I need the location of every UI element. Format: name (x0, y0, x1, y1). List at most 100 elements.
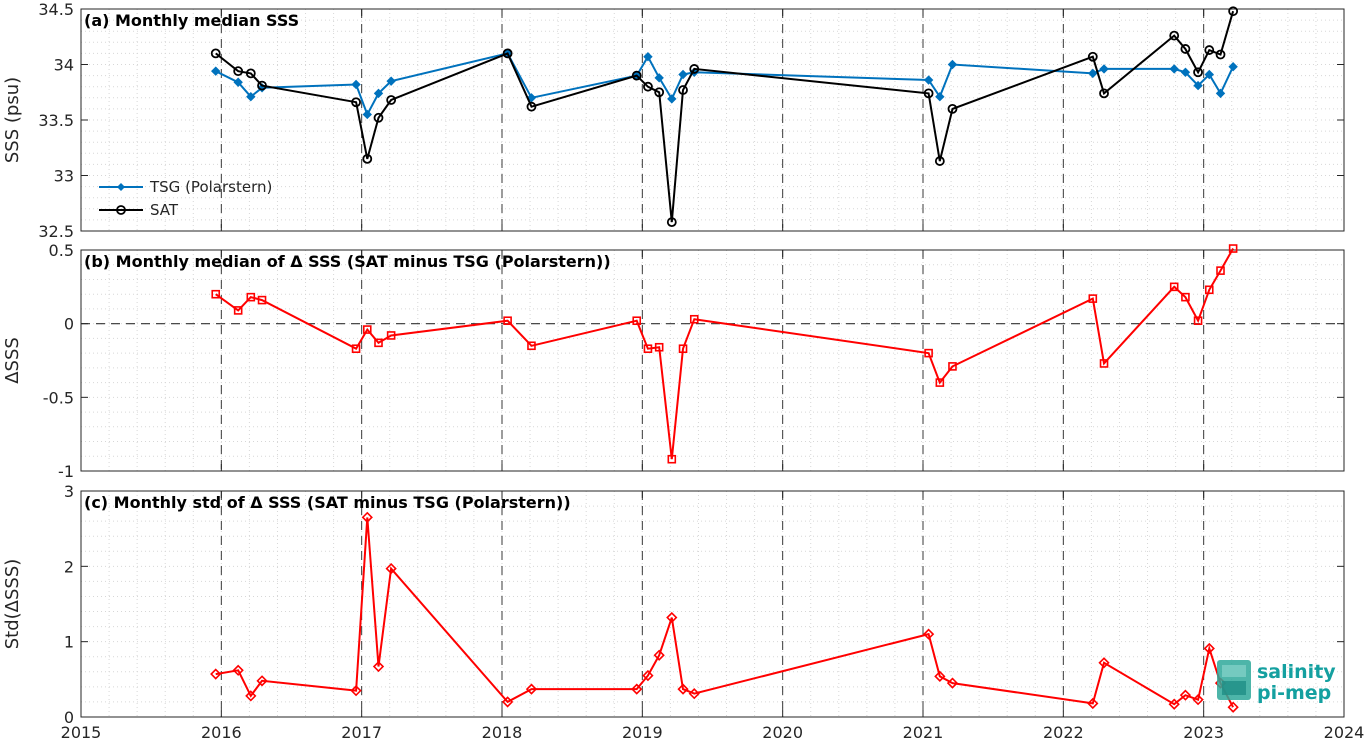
data-point-1-25 (1215, 49, 1226, 60)
panel-title: (b) Monthly median of Δ SSS (SAT minus T… (84, 252, 611, 271)
data-point-0-13 (667, 454, 677, 464)
data-point-0-16 (924, 348, 933, 358)
data-point-1-23 (1193, 67, 1203, 78)
panel-b-delta-sss-median: -1 -0.5 0 0.5 ΔSSS (b) Monthly median of Δ SS… (2, 241, 1345, 481)
y-tick-label-1: 1 (64, 633, 74, 652)
salinity-pi-mep-logo: salinity pi-mep (1217, 660, 1336, 704)
data-point-0-2 (246, 292, 256, 302)
data-point-1-1 (233, 66, 244, 77)
data-point-0-12 (654, 73, 664, 83)
data-point-0-10 (632, 316, 642, 326)
data-point-0-10 (631, 683, 643, 695)
data-point-0-13 (667, 94, 677, 104)
data-point-1-22 (1180, 44, 1191, 54)
x-tick-label-0: 2015 (61, 723, 102, 742)
x-tick-label-4: 2019 (622, 723, 663, 742)
data-point-1-26 (1228, 6, 1239, 17)
panel-a-monthly-median-sss: 32.5 33 33.5 34 34.5 SSS (psu) (a) Monthly med… (2, 0, 1345, 241)
legend: TSG (Polarstern) SAT (99, 178, 272, 219)
data-point-1-10 (631, 70, 642, 81)
y-tick-label-2: 33.5 (38, 111, 74, 130)
data-point-1-17 (934, 156, 945, 166)
legend-label-tsg: TSG (Polarstern) (149, 178, 272, 196)
data-point-0-4 (350, 685, 362, 697)
y-axis-label: ΔSSS (2, 337, 23, 384)
data-point-1-21 (1169, 30, 1180, 41)
data-point-0-12 (654, 342, 664, 352)
data-point-0-9 (527, 341, 536, 351)
data-point-0-5 (362, 325, 372, 334)
data-point-0-1 (233, 306, 243, 315)
data-point-0-2 (245, 690, 257, 702)
data-point-0-3 (257, 295, 267, 305)
data-point-0-26 (1228, 62, 1238, 72)
data-point-0-26 (1227, 701, 1239, 713)
y-tick-label-1: -0.5 (43, 388, 74, 407)
x-tick-label-1: 2016 (201, 723, 242, 742)
x-tick-label-7: 2022 (1043, 723, 1084, 742)
data-point-1-13 (666, 217, 677, 228)
logo-emblem-icon (1217, 660, 1251, 700)
data-point-1-24 (1204, 45, 1215, 55)
y-axis-label: Std(ΔSSS) (2, 559, 23, 650)
data-point-0-19 (1087, 697, 1099, 710)
series-line-0 (215, 517, 1234, 708)
logo-line1: salinity (1257, 661, 1336, 683)
x-tick-label-6: 2021 (903, 723, 944, 742)
data-point-0-20 (1099, 359, 1109, 368)
data-point-0-22 (1179, 689, 1192, 701)
y-tick-label-0: 0 (64, 708, 74, 727)
x-tick-label-5: 2020 (762, 723, 803, 742)
data-point-0-19 (1088, 68, 1098, 79)
data-point-0-18 (946, 677, 959, 689)
data-point-0-24 (1204, 69, 1214, 80)
data-point-0-18 (947, 59, 958, 70)
data-point-1-2 (245, 68, 256, 79)
series-line-1 (215, 10, 1235, 223)
data-point-0-16 (922, 628, 935, 640)
data-point-0-1 (233, 77, 243, 87)
data-point-1-4 (351, 97, 361, 108)
data-point-0-7 (385, 562, 397, 575)
y-tick-label-2: 0 (64, 315, 74, 334)
data-point-0-6 (373, 88, 384, 99)
data-point-1-0 (210, 48, 221, 59)
data-point-0-12 (653, 649, 665, 661)
data-point-0-11 (643, 52, 653, 62)
data-point-0-9 (525, 683, 538, 695)
x-tick-label-3: 2018 (482, 723, 523, 742)
data-point-0-17 (934, 670, 946, 682)
data-point-1-3 (257, 80, 267, 91)
data-point-0-7 (386, 76, 396, 86)
axes-frame (80, 490, 1345, 718)
data-point-0-21 (1169, 64, 1179, 74)
data-point-1-9 (526, 101, 537, 112)
data-point-1-5 (362, 153, 373, 164)
data-point-0-14 (678, 69, 688, 80)
y-tick-label-2: 2 (64, 557, 74, 576)
plot-area (81, 9, 1344, 231)
data-point-0-4 (351, 344, 361, 354)
data-point-1-15 (689, 64, 700, 74)
data-point-1-16 (923, 88, 934, 99)
legend-marker-sat (116, 205, 126, 215)
data-point-1-11 (643, 81, 653, 92)
data-point-0-22 (1180, 67, 1191, 77)
logo-line2: pi-mep (1257, 682, 1331, 704)
data-point-1-7 (386, 95, 397, 105)
y-tick-label-3: 34 (54, 56, 74, 75)
data-point-0-3 (256, 675, 268, 687)
y-tick-label-1: 33 (54, 167, 74, 186)
data-point-1-19 (1087, 51, 1098, 62)
data-point-0-23 (1193, 316, 1203, 326)
data-point-0-0 (210, 668, 222, 680)
y-tick-label-0: 32.5 (38, 222, 74, 241)
data-point-0-20 (1098, 657, 1110, 669)
data-point-1-6 (373, 112, 384, 123)
data-point-0-7 (386, 331, 396, 340)
data-point-1-14 (678, 85, 688, 95)
y-tick-label-4: 34.5 (38, 0, 74, 19)
data-point-0-6 (374, 338, 383, 348)
data-point-1-18 (947, 104, 958, 114)
